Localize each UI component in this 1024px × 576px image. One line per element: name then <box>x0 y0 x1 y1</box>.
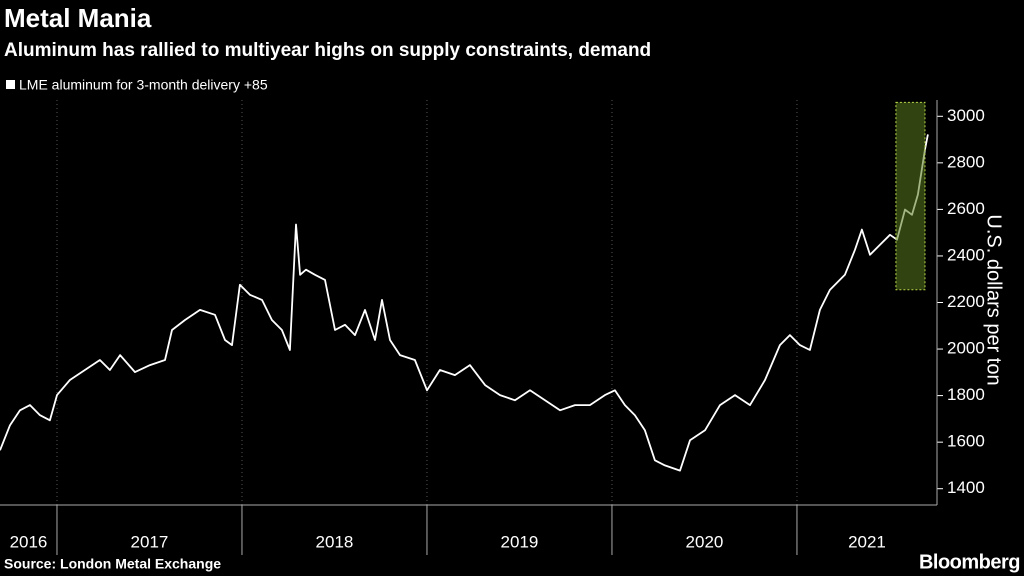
x-tick-label: 2018 <box>316 532 354 551</box>
chart-subtitle: Aluminum has rallied to multiyear highs … <box>4 40 651 61</box>
brand: Bloomberg <box>919 551 1020 573</box>
y-tick-label: 1800 <box>947 385 985 404</box>
x-tick-label: 2016 <box>10 532 48 551</box>
x-tick-label: 2021 <box>848 532 886 551</box>
line-series <box>0 134 929 472</box>
x-tick-label: 2020 <box>686 532 724 551</box>
legend-swatch <box>6 80 15 89</box>
y-tick-label: 1600 <box>947 432 985 451</box>
legend-label: LME aluminum for 3-month delivery +85 <box>19 77 268 93</box>
x-tick-label: 2019 <box>501 532 539 551</box>
highlight-box <box>895 101 926 291</box>
y-tick-label: 2600 <box>947 199 985 218</box>
y-axis-label: U.S. dollars per ton <box>983 214 1005 385</box>
source: Source: London Metal Exchange <box>4 556 221 572</box>
y-tick-label: 2000 <box>947 339 985 358</box>
y-tick-label: 2200 <box>947 292 985 311</box>
y-tick-label: 3000 <box>947 106 985 125</box>
x-tick-label: 2017 <box>131 532 169 551</box>
y-tick-label: 2800 <box>947 152 985 171</box>
y-tick-label: 1400 <box>947 478 985 497</box>
chart-title: Metal Mania <box>4 3 152 33</box>
y-tick-label: 2400 <box>947 245 985 264</box>
